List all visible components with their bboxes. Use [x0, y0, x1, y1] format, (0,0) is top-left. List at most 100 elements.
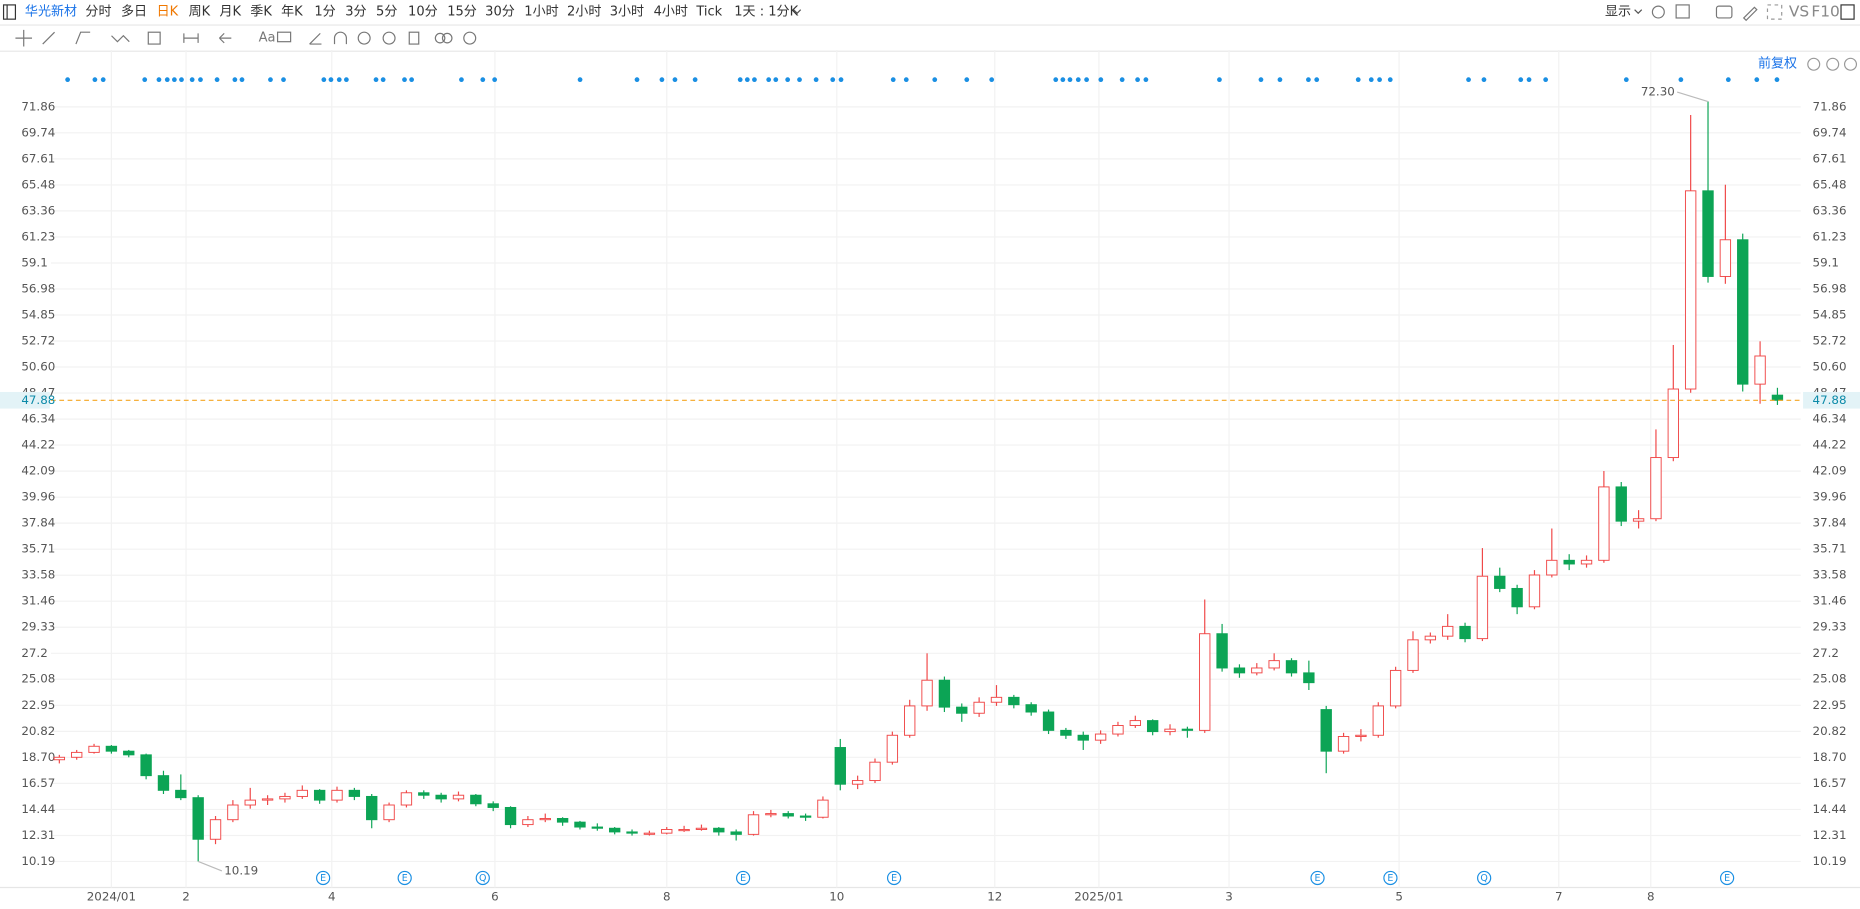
line-tool[interactable] — [42, 31, 55, 45]
event-marker[interactable] — [1383, 870, 1398, 886]
settings-icon[interactable] — [1651, 5, 1665, 19]
pattern-tool[interactable] — [111, 34, 130, 43]
event-dot[interactable] — [100, 77, 106, 83]
period-tab[interactable]: 1小时 — [524, 5, 558, 20]
event-dot[interactable] — [1306, 77, 1311, 83]
channel-tool[interactable] — [75, 31, 91, 45]
event-dot[interactable] — [1774, 77, 1780, 83]
event-marker[interactable] — [397, 870, 412, 886]
event-dot[interactable] — [239, 77, 245, 83]
event-dot[interactable] — [268, 77, 273, 83]
display-menu[interactable]: 显示 — [1605, 5, 1631, 20]
move-tool[interactable] — [15, 29, 33, 47]
pen-icon[interactable] — [1742, 6, 1758, 22]
event-dot[interactable] — [830, 77, 836, 83]
measure-tool[interactable] — [147, 31, 161, 45]
event-dot[interactable] — [1481, 77, 1487, 83]
period-tab[interactable]: 3分 — [345, 5, 366, 20]
event-dot[interactable] — [380, 77, 386, 83]
layout-icon[interactable] — [1675, 4, 1690, 19]
period-tab[interactable]: 月K — [219, 5, 241, 20]
hide-tool[interactable] — [382, 31, 396, 45]
event-dot[interactable] — [1377, 77, 1382, 83]
camera-icon[interactable] — [1715, 5, 1733, 19]
period-tab[interactable]: 3小时 — [610, 5, 644, 20]
event-dot[interactable] — [752, 77, 757, 83]
event-dot[interactable] — [773, 77, 779, 83]
event-dot[interactable] — [692, 77, 698, 83]
range-tool[interactable] — [183, 33, 199, 43]
period-tab[interactable]: Tick — [695, 5, 722, 20]
period-tab[interactable]: 年K — [281, 5, 303, 20]
event-dot[interactable] — [1678, 77, 1684, 83]
f10-button[interactable]: F10 — [1811, 3, 1839, 21]
event-marker[interactable] — [735, 870, 751, 886]
event-dot[interactable] — [492, 77, 498, 83]
event-dot[interactable] — [577, 77, 583, 83]
fullscreen-icon[interactable] — [1766, 4, 1783, 20]
eye-tool[interactable] — [357, 31, 371, 45]
event-dot[interactable] — [1368, 77, 1374, 83]
period-tab[interactable]: 4小时 — [654, 5, 688, 20]
event-dot[interactable] — [634, 77, 640, 83]
event-dot[interactable] — [65, 77, 70, 83]
angle-tool[interactable] — [309, 32, 322, 45]
event-marker[interactable] — [1719, 870, 1735, 886]
event-dot[interactable] — [813, 77, 819, 83]
zoom-out-button[interactable] — [1826, 57, 1840, 71]
period-tab[interactable]: 季K — [250, 5, 272, 20]
sidebar-toggle[interactable] — [2, 4, 17, 20]
event-dot[interactable] — [1060, 77, 1066, 83]
event-dot[interactable] — [164, 77, 170, 83]
event-dot[interactable] — [932, 77, 938, 83]
event-dot[interactable] — [214, 77, 220, 83]
event-marker[interactable] — [316, 870, 331, 886]
event-dot[interactable] — [1314, 77, 1320, 83]
event-dot[interactable] — [989, 77, 995, 83]
event-dot[interactable] — [281, 77, 286, 83]
event-dot[interactable] — [1754, 77, 1760, 83]
event-dot[interactable] — [321, 77, 327, 83]
event-dot[interactable] — [189, 77, 195, 83]
event-dot[interactable] — [344, 77, 349, 83]
event-dot[interactable] — [198, 77, 203, 83]
event-dot[interactable] — [1623, 77, 1629, 83]
arrow-tool[interactable] — [219, 32, 232, 44]
note-tool[interactable] — [276, 31, 292, 43]
period-tab[interactable]: 分时 — [85, 5, 111, 20]
reset-button[interactable] — [1807, 57, 1821, 71]
event-dot[interactable] — [797, 77, 802, 83]
event-dot[interactable] — [785, 77, 791, 83]
event-dot[interactable] — [172, 77, 177, 83]
event-dot[interactable] — [142, 77, 148, 83]
period-tab[interactable]: 1分 — [314, 5, 335, 20]
event-marker[interactable] — [1310, 870, 1325, 886]
period-tab[interactable]: 2小时 — [567, 5, 601, 20]
event-dot[interactable] — [964, 77, 970, 83]
delete-tool[interactable] — [408, 31, 420, 45]
event-dot[interactable] — [1355, 77, 1361, 83]
event-dot[interactable] — [1277, 77, 1283, 83]
event-dot[interactable] — [1725, 77, 1731, 83]
tool-settings[interactable] — [463, 31, 477, 45]
event-dot[interactable] — [766, 77, 772, 83]
event-dot[interactable] — [409, 77, 414, 83]
event-dot[interactable] — [1217, 77, 1222, 83]
event-marker[interactable] — [1477, 870, 1492, 886]
symbol[interactable]: 华光新材 — [25, 4, 77, 20]
event-dot[interactable] — [890, 77, 896, 83]
event-dot[interactable] — [672, 77, 678, 83]
event-dot[interactable] — [838, 77, 844, 83]
compare-tool[interactable] — [434, 32, 446, 44]
event-dot[interactable] — [1518, 77, 1524, 83]
event-dot[interactable] — [1143, 77, 1149, 83]
magnet-tool[interactable] — [333, 31, 347, 45]
period-tab[interactable]: 5分 — [376, 5, 397, 20]
event-dot[interactable] — [1098, 77, 1104, 83]
event-dot[interactable] — [737, 77, 743, 83]
event-dot[interactable] — [1466, 77, 1471, 83]
event-dot[interactable] — [92, 77, 98, 83]
event-dot[interactable] — [1067, 77, 1073, 83]
price-mode[interactable]: 前复权 — [1758, 56, 1797, 72]
event-dot[interactable] — [328, 77, 334, 83]
